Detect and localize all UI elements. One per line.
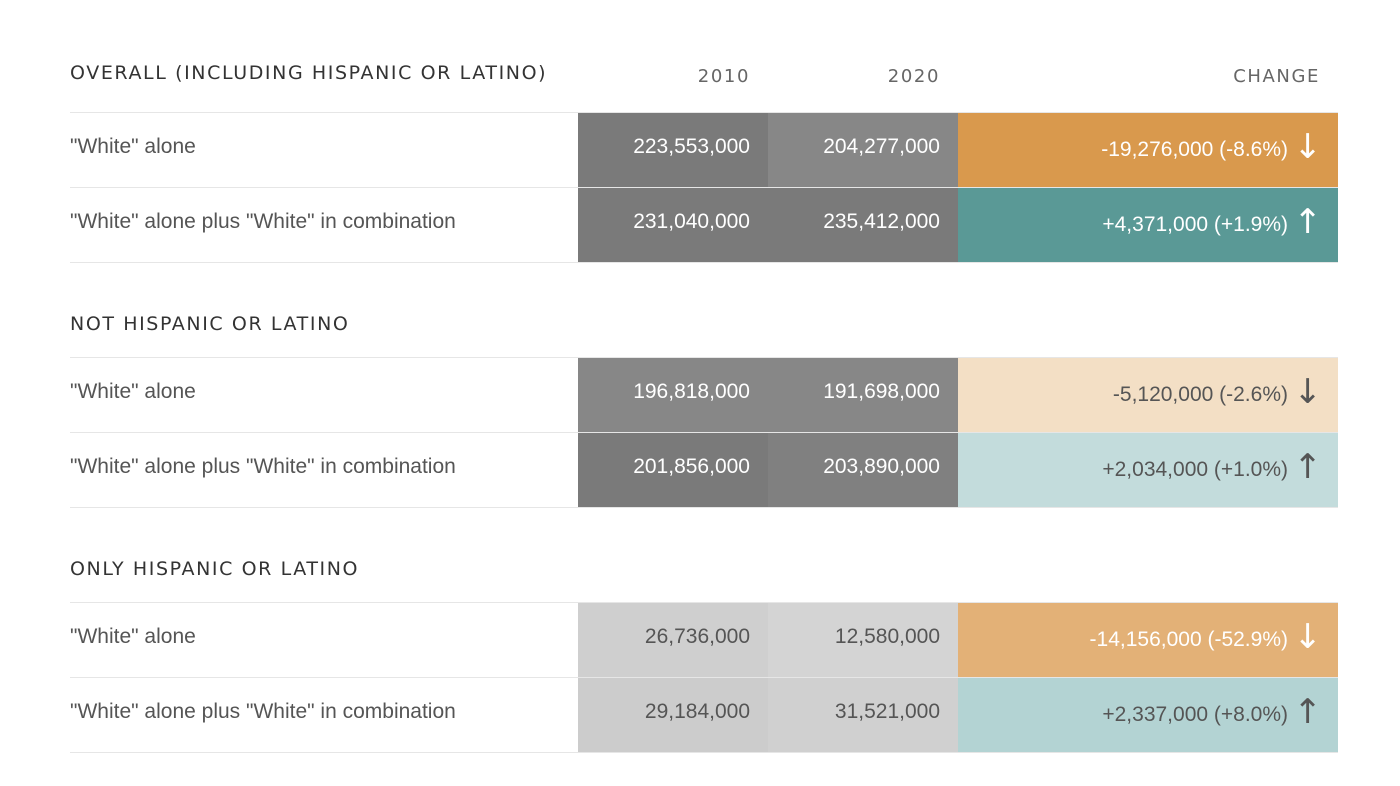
table-section: ONLY HISPANIC OR LATINO "White" alone 26,7… — [70, 508, 1338, 753]
value-2020: 203,890,000 — [823, 455, 940, 478]
cell-2020: 204,277,000 — [768, 113, 958, 187]
cell-2010: 231,040,000 — [578, 188, 768, 262]
cell-2010: 196,818,000 — [578, 358, 768, 432]
value-2020: 235,412,000 — [823, 210, 940, 233]
cell-change: +4,371,000 (+1.9%) ↑ — [958, 188, 1338, 262]
cell-2010: 201,856,000 — [578, 433, 768, 507]
table-row: "White" alone 223,553,000 204,277,000 -19,2… — [70, 112, 1338, 187]
value-2020: 191,698,000 — [823, 380, 940, 403]
row-label: "White" alone — [70, 625, 196, 648]
row-label: "White" alone plus "White" in combinatio… — [70, 700, 456, 723]
value-2010: 196,818,000 — [633, 380, 750, 403]
change-value: -5,120,000 (-2.6%) — [1112, 383, 1288, 406]
arrow-down-icon: ↓ — [1293, 127, 1323, 167]
row-label: "White" alone — [70, 380, 196, 403]
section-title: NOT HISPANIC OR LATINO — [70, 313, 350, 335]
table-row: "White" alone plus "White" in combinatio… — [70, 677, 1338, 753]
row-label: "White" alone plus "White" in combinatio… — [70, 210, 456, 233]
cell-change: +2,034,000 (+1.0%) ↑ — [958, 433, 1338, 507]
value-2020: 31,521,000 — [834, 700, 940, 723]
column-header-change: CHANGE — [1233, 66, 1320, 87]
cell-2020: 31,521,000 — [768, 678, 958, 752]
table-section: OVERALL (INCLUDING HISPANIC OR LATINO) 20… — [70, 0, 1338, 263]
row-label: "White" alone plus "White" in combinatio… — [70, 455, 456, 478]
arrow-down-icon: ↓ — [1293, 372, 1323, 412]
column-header-2020: 2020 — [887, 66, 940, 87]
cell-2020: 203,890,000 — [768, 433, 958, 507]
cell-2010: 223,553,000 — [578, 113, 768, 187]
table-section: NOT HISPANIC OR LATINO "White" alone 196,8… — [70, 263, 1338, 508]
table-row: "White" alone plus "White" in combinatio… — [70, 187, 1338, 263]
section-title: ONLY HISPANIC OR LATINO — [70, 558, 360, 580]
arrow-up-icon: ↑ — [1293, 202, 1323, 242]
value-2010: 223,553,000 — [633, 135, 750, 158]
cell-change: -5,120,000 (-2.6%) ↓ — [958, 358, 1338, 432]
change-value: -19,276,000 (-8.6%) — [1101, 138, 1288, 161]
change-value: -14,156,000 (-52.9%) — [1089, 628, 1288, 651]
row-label: "White" alone — [70, 135, 196, 158]
value-2020: 204,277,000 — [823, 135, 940, 158]
cell-2020: 235,412,000 — [768, 188, 958, 262]
table-sections: OVERALL (INCLUDING HISPANIC OR LATINO) 20… — [70, 0, 1338, 753]
cell-2020: 191,698,000 — [768, 358, 958, 432]
arrow-up-icon: ↑ — [1293, 447, 1323, 487]
table-row: "White" alone 26,736,000 12,580,000 -14,156… — [70, 602, 1338, 677]
change-value: +2,034,000 (+1.0%) — [1102, 458, 1288, 481]
value-2010: 29,184,000 — [644, 700, 750, 723]
value-2010: 26,736,000 — [644, 625, 750, 648]
census-table: OVERALL (INCLUDING HISPANIC OR LATINO) 20… — [70, 0, 1338, 753]
cell-change: -19,276,000 (-8.6%) ↓ — [958, 113, 1338, 187]
value-2020: 12,580,000 — [834, 625, 940, 648]
arrow-down-icon: ↓ — [1293, 617, 1323, 657]
cell-change: +2,337,000 (+8.0%) ↑ — [958, 678, 1338, 752]
section-header: OVERALL (INCLUDING HISPANIC OR LATINO) 20… — [70, 0, 1338, 112]
column-header-2010: 2010 — [697, 66, 750, 87]
cell-2020: 12,580,000 — [768, 603, 958, 677]
change-value: +2,337,000 (+8.0%) — [1102, 703, 1288, 726]
value-2010: 231,040,000 — [633, 210, 750, 233]
section-title: OVERALL (INCLUDING HISPANIC OR LATINO) — [70, 62, 548, 84]
change-value: +4,371,000 (+1.9%) — [1102, 213, 1288, 236]
cell-2010: 29,184,000 — [578, 678, 768, 752]
cell-2010: 26,736,000 — [578, 603, 768, 677]
section-header: ONLY HISPANIC OR LATINO — [70, 508, 1338, 602]
cell-change: -14,156,000 (-52.9%) ↓ — [958, 603, 1338, 677]
table-row: "White" alone 196,818,000 191,698,000 -5,12… — [70, 357, 1338, 432]
section-header: NOT HISPANIC OR LATINO — [70, 263, 1338, 357]
table-row: "White" alone plus "White" in combinatio… — [70, 432, 1338, 508]
arrow-up-icon: ↑ — [1293, 692, 1323, 732]
value-2010: 201,856,000 — [633, 455, 750, 478]
